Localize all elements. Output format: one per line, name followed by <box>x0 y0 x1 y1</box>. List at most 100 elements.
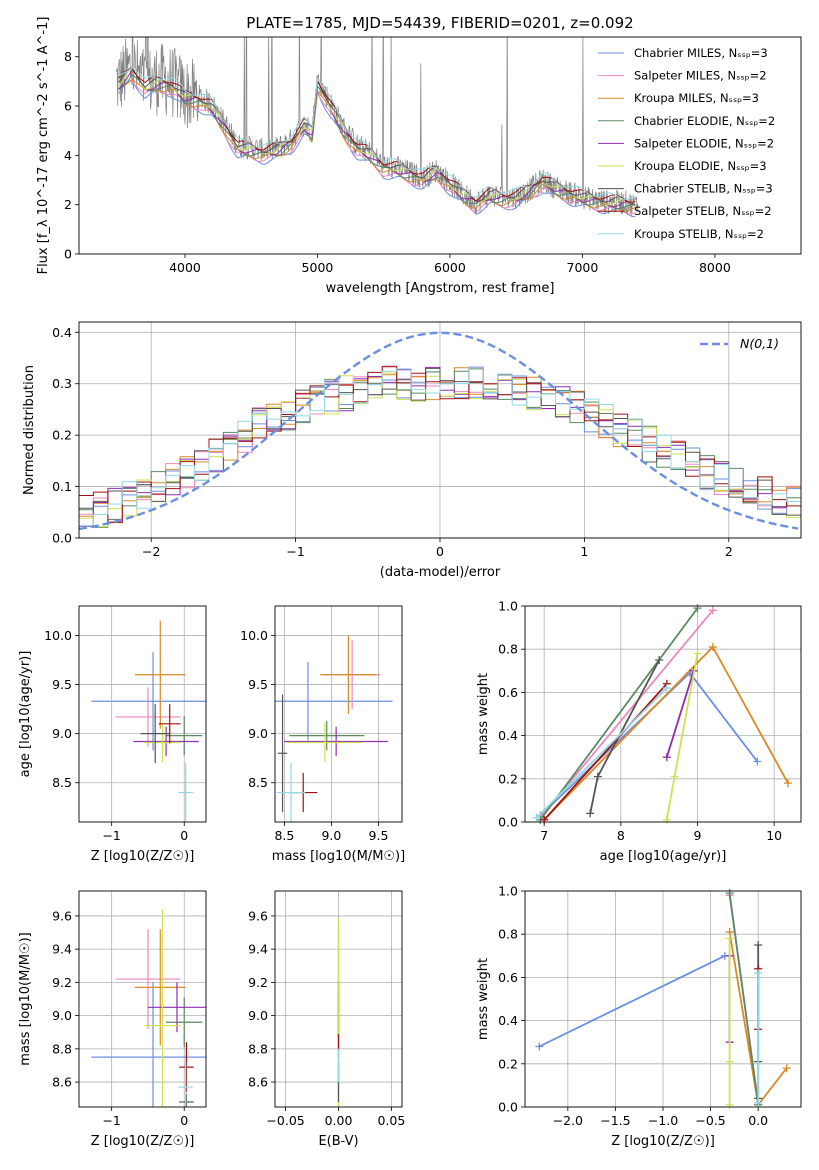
mass-weight-point <box>708 606 717 615</box>
model-spectrum-line <box>118 79 636 215</box>
y-tick-label: 0.4 <box>498 1013 518 1028</box>
legend-label: Kroupa MILES, Nₛₛₚ=3 <box>634 91 759 105</box>
residual-histogram <box>79 366 801 527</box>
mass-vs-ebv-panel: −0.05 0.00 0.05 8.6 8.8 9.0 9.2 9.4 9.6 E(B-V) <box>248 890 405 1149</box>
y-tick-label: 10.0 <box>240 628 268 643</box>
y-tick-label: 0.2 <box>498 1056 518 1071</box>
y-tick-label: 0.6 <box>498 685 518 700</box>
x-tick-label: −1.5 <box>600 1113 630 1128</box>
x-tick-label: −0.05 <box>266 1113 304 1128</box>
y-tick-label: 8.6 <box>52 1075 72 1090</box>
mass-weight-point <box>725 934 734 943</box>
axes-frame <box>274 605 403 823</box>
y-axis-label: mass weight <box>476 673 491 755</box>
y-tick-label: 0.0 <box>498 1100 518 1115</box>
mass-weight-point <box>725 1057 734 1066</box>
y-tick-label: 0.2 <box>52 428 72 443</box>
x-tick-label: −1.0 <box>648 1113 678 1128</box>
legend-label: Kroupa ELODIE, Nₛₛₚ=3 <box>634 159 767 173</box>
mass-weight-point <box>754 941 763 949</box>
y-axis-label: mass [log10(M/M☉)] <box>18 932 33 1065</box>
x-tick-label: 7000 <box>567 260 599 275</box>
figure-title: PLATE=1785, MJD=54439, FIBERID=0201, z=0… <box>246 14 633 32</box>
y-tick-label: 0.4 <box>498 728 518 743</box>
x-axis-label: E(B-V) <box>318 1134 358 1149</box>
x-axis-label: wavelength [Angstrom, rest frame] <box>326 281 555 296</box>
x-axis-label: Z [log10(Z/Z☉)] <box>611 1134 715 1149</box>
x-tick-label: −1 <box>286 544 304 559</box>
legend-label: Chabrier STELIB, Nₛₛₚ=3 <box>634 182 773 196</box>
axes-frame <box>274 890 403 1108</box>
mass-weight-point <box>708 643 717 652</box>
y-tick-label: 4 <box>64 148 72 163</box>
mass-weight-point <box>662 684 671 693</box>
x-tick-label: 1 <box>580 544 588 559</box>
y-tick-label: 9.5 <box>52 677 72 692</box>
legend-label: Chabrier MILES, Nₛₛₚ=3 <box>634 46 768 60</box>
x-tick-label: 8.5 <box>274 828 294 843</box>
axes-frame <box>78 605 207 823</box>
y-tick-label: 8.5 <box>248 775 268 790</box>
mass-weight-line <box>535 687 668 819</box>
mass-weight-point <box>753 757 762 766</box>
y-tick-label: 8.6 <box>248 1075 268 1090</box>
y-tick-label: 0.0 <box>498 815 518 830</box>
x-tick-label: 9 <box>694 828 702 843</box>
mass-weight-point <box>662 753 671 762</box>
mass-weight-point <box>725 1100 734 1109</box>
mass-weight-point <box>535 1042 544 1051</box>
x-tick-label: −2.0 <box>553 1113 583 1128</box>
y-tick-label: 0.3 <box>52 376 72 391</box>
mass-weight-line <box>543 645 789 821</box>
y-tick-label: 6 <box>64 99 72 114</box>
x-axis-label: Z [log10(Z/Z☉)] <box>91 849 195 864</box>
y-tick-label: 8.5 <box>52 775 72 790</box>
mass-weight-line <box>538 954 726 1048</box>
x-tick-label: 8 <box>617 828 625 843</box>
mass-weight-point <box>532 813 541 822</box>
legend-label: Salpeter MILES, Nₛₛₚ=2 <box>634 69 767 83</box>
x-axis-label: Z [log10(Z/Z☉)] <box>91 1134 195 1149</box>
mass-weight-point <box>693 649 702 658</box>
mass-weight-point <box>693 604 702 613</box>
mass-weight-line <box>665 670 695 758</box>
mass-weight-point <box>662 815 671 824</box>
y-tick-label: 8.8 <box>248 1041 268 1056</box>
x-tick-label: −2 <box>142 544 160 559</box>
y-tick-label: 8.8 <box>52 1041 72 1056</box>
x-tick-label: 0 <box>180 828 188 843</box>
mass-weight-point <box>782 1064 791 1073</box>
x-tick-label: 6000 <box>434 260 466 275</box>
mass-weight-point <box>586 809 595 818</box>
y-axis-label: age [log10(age/yr)] <box>18 651 33 778</box>
y-axis-label: Flux [f_λ 10^-17 erg cm^-2 s^-1 A^-1] <box>36 17 51 275</box>
legend-label: N(0,1) <box>740 336 779 351</box>
x-tick-label: −1 <box>102 828 120 843</box>
axes-frame <box>78 36 802 255</box>
y-tick-label: 9.4 <box>248 942 268 957</box>
legend-label: Salpeter STELIB, Nₛₛₚ=2 <box>634 204 772 218</box>
x-tick-label: 9.0 <box>321 828 341 843</box>
mass-weight-vs-metallicity-panel: −2.0 −1.5 −1.0 −0.5 0.0 0.0 0.2 0.4 0.6 0.8 1.0 Z [… <box>476 884 802 1149</box>
y-tick-label: 9.4 <box>52 942 72 957</box>
x-axis-label: age [log10(age/yr)] <box>600 849 727 864</box>
axes-frame <box>524 605 802 823</box>
x-tick-label: 0.00 <box>325 1113 353 1128</box>
y-tick-label: 1.0 <box>498 599 518 614</box>
y-axis-label: Normed distribution <box>22 365 37 495</box>
y-tick-label: 9.2 <box>52 975 72 990</box>
age-vs-metallicity-panel: −1 0 8.5 9.0 9.5 10.0 Z [log10(Z/Z☉)] age [log1… <box>18 605 207 864</box>
mass-weight-point <box>725 889 734 898</box>
spectrum-panel: 4000 5000 6000 7000 8000 0 2 4 6 8 wavelength [Ang… <box>36 17 802 296</box>
x-tick-label: 0 <box>180 1113 188 1128</box>
axes-frame <box>78 890 207 1108</box>
y-tick-label: 9.5 <box>248 677 268 692</box>
mass-weight-point <box>783 779 792 788</box>
x-tick-label: 8000 <box>699 260 731 275</box>
model-spectrum-line <box>118 66 636 200</box>
mass-weight-line <box>539 607 699 821</box>
x-tick-label: 5000 <box>302 260 334 275</box>
mass-weight-line <box>728 893 760 1105</box>
y-tick-label: 9.6 <box>52 908 72 923</box>
